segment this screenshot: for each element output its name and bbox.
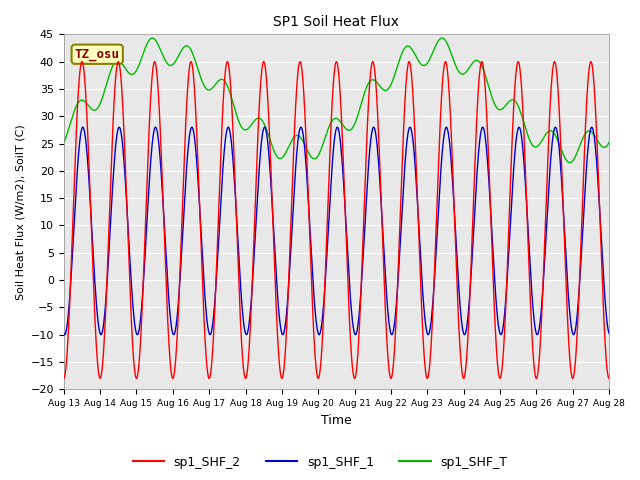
- sp1_SHF_1: [225, 124, 232, 130]
- sp1_SHF_1: [60, 331, 68, 336]
- Y-axis label: Soil Heat Flux (W/m2), SoilT (C): Soil Heat Flux (W/m2), SoilT (C): [15, 124, 25, 300]
- sp1_SHF_T: [438, 35, 446, 41]
- sp1_SHF_2: [605, 375, 613, 381]
- Title: SP1 Soil Heat Flux: SP1 Soil Heat Flux: [273, 15, 399, 29]
- X-axis label: Time: Time: [321, 414, 352, 427]
- sp1_SHF_1: [181, 189, 189, 194]
- sp1_SHF_1: [243, 332, 251, 337]
- sp1_SHF_1: [422, 322, 429, 328]
- sp1_SHF_T: [181, 43, 189, 49]
- Text: TZ_osu: TZ_osu: [75, 48, 120, 61]
- sp1_SHF_2: [168, 374, 176, 380]
- sp1_SHF_T: [566, 160, 573, 166]
- sp1_SHF_T: [168, 62, 175, 68]
- sp1_SHF_T: [421, 62, 429, 68]
- Line: sp1_SHF_2: sp1_SHF_2: [64, 61, 609, 378]
- sp1_SHF_2: [60, 375, 68, 381]
- sp1_SHF_T: [60, 140, 68, 145]
- Legend: sp1_SHF_2, sp1_SHF_1, sp1_SHF_T: sp1_SHF_2, sp1_SHF_1, sp1_SHF_T: [127, 451, 513, 474]
- sp1_SHF_T: [242, 127, 250, 132]
- Line: sp1_SHF_1: sp1_SHF_1: [64, 127, 609, 335]
- sp1_SHF_1: [168, 326, 175, 332]
- sp1_SHF_2: [421, 366, 429, 372]
- sp1_SHF_2: [493, 348, 500, 353]
- Line: sp1_SHF_T: sp1_SHF_T: [64, 38, 609, 163]
- sp1_SHF_1: [605, 331, 613, 336]
- sp1_SHF_2: [243, 373, 250, 379]
- sp1_SHF_T: [493, 105, 500, 110]
- sp1_SHF_1: [206, 332, 214, 337]
- sp1_SHF_1: [493, 308, 500, 314]
- sp1_SHF_T: [605, 140, 613, 145]
- sp1_SHF_2: [541, 239, 548, 245]
- sp1_SHF_1: [541, 251, 549, 257]
- sp1_SHF_2: [78, 59, 86, 64]
- sp1_SHF_2: [182, 127, 189, 133]
- sp1_SHF_T: [541, 133, 548, 139]
